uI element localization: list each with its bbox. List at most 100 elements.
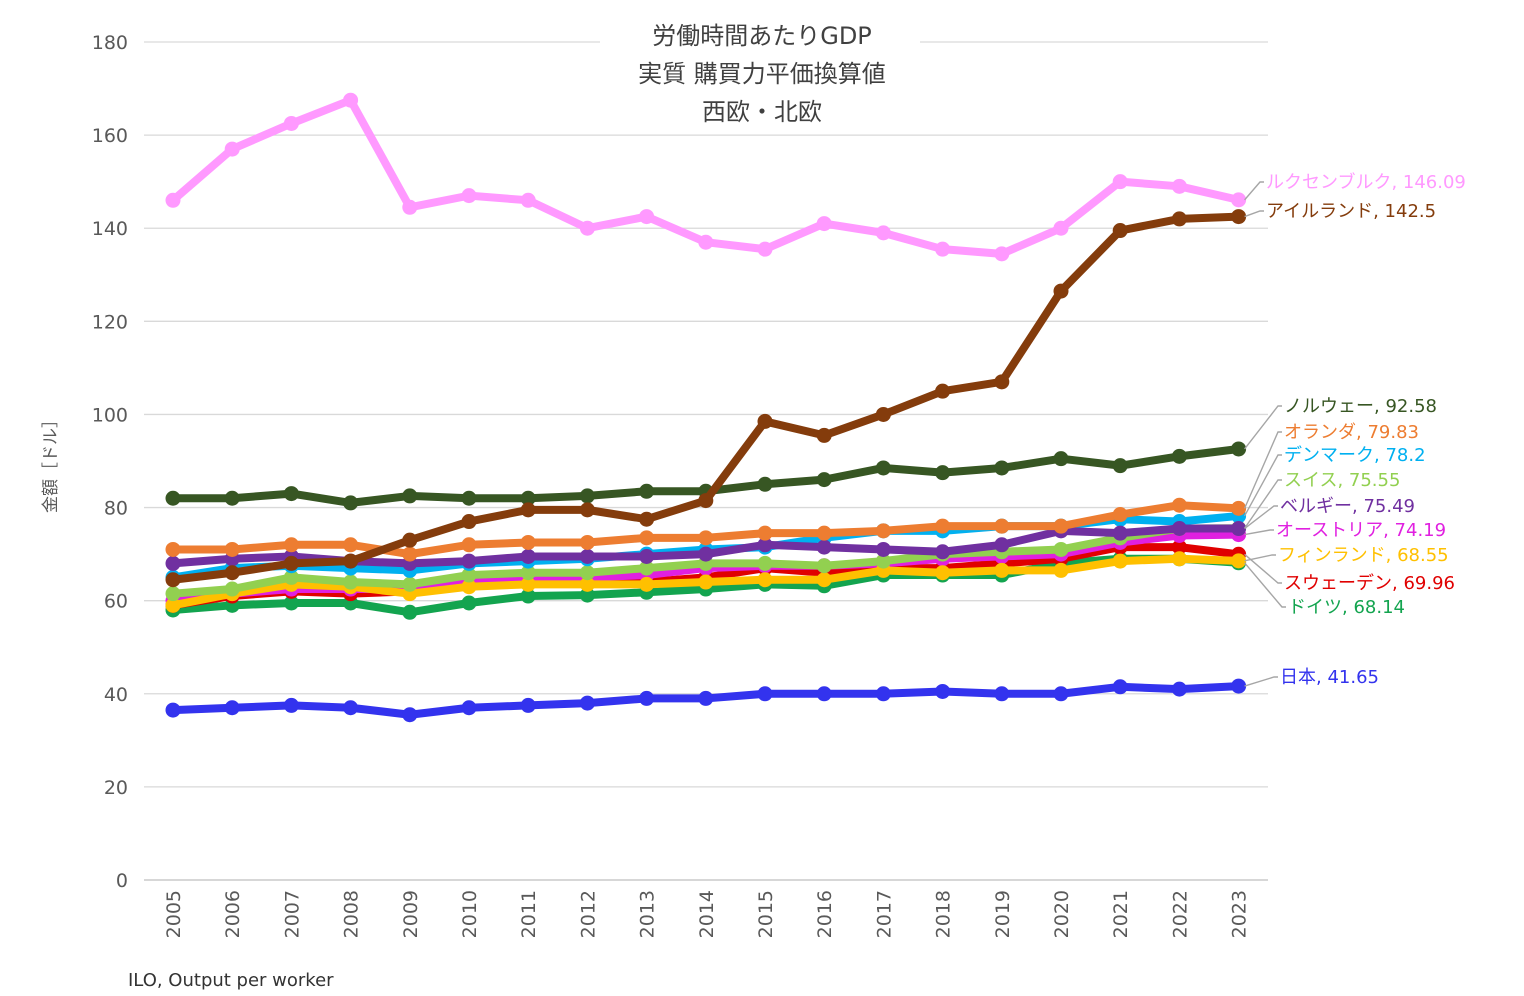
data-point [579,548,595,564]
data-point [224,581,240,597]
data-point [816,427,832,443]
data-point [1231,500,1247,516]
end-label-スイス: スイス, 75.55 [1284,470,1400,491]
leader-line [1244,676,1278,687]
data-point [283,555,299,571]
data-point [875,225,891,241]
end-label-デンマーク: デンマーク, 78.2 [1284,445,1426,466]
y-tick-label: 0 [116,870,128,892]
data-point [875,460,891,476]
data-point [1112,679,1128,695]
data-point [461,490,477,506]
series-ルクセンブルク [165,92,1247,262]
data-point [639,560,655,576]
chart-title-line-3: 西欧・北欧 [702,98,822,126]
data-point [1171,211,1187,227]
data-point [639,511,655,527]
data-point [1171,497,1187,513]
data-point [224,141,240,157]
leader-line [1244,562,1286,608]
data-point [461,537,477,553]
data-point [402,707,418,723]
data-point [1053,283,1069,299]
data-point [935,465,951,481]
data-point [224,490,240,506]
chart-title-line-1: 労働時間あたりGDP [652,22,872,50]
data-point [579,220,595,236]
data-point [757,413,773,429]
data-point [579,488,595,504]
data-point [283,595,299,611]
data-point [757,525,773,541]
data-point [283,569,299,585]
x-tick-label: 2022 [1169,890,1191,938]
data-point [639,530,655,546]
data-point [461,567,477,583]
leader-line [1243,431,1282,509]
data-point [520,502,536,518]
data-point [935,383,951,399]
data-point [1053,451,1069,467]
leader-line [1244,529,1274,536]
leader-line [1244,405,1282,450]
data-point [520,697,536,713]
data-point [461,553,477,569]
data-point [698,546,714,562]
data-point [165,586,181,602]
data-point [1171,521,1187,537]
data-point [935,565,951,581]
data-point [639,483,655,499]
series-ノルウェー [165,441,1247,511]
data-point [1112,458,1128,474]
data-point [816,525,832,541]
data-point [994,537,1010,553]
data-point [816,686,832,702]
end-label-フィンランド: フィンランド, 68.55 [1278,545,1449,566]
data-point [698,690,714,706]
data-point [1231,553,1247,569]
data-point [1112,553,1128,569]
data-point [520,490,536,506]
data-point [343,574,359,590]
data-point [343,537,359,553]
data-point [283,537,299,553]
data-point [698,574,714,590]
data-point [283,115,299,131]
data-point [1112,525,1128,541]
data-point [994,686,1010,702]
series-アイルランド [165,209,1247,588]
data-point [283,697,299,713]
data-point [461,700,477,716]
data-point [935,241,951,257]
data-point [579,576,595,592]
data-point [520,192,536,208]
data-point [1112,174,1128,190]
data-point [343,495,359,511]
y-tick-label: 60 [104,591,128,613]
data-point [1231,209,1247,225]
x-tick-label: 2017 [873,890,895,938]
end-label-オーストリア: オーストリア, 74.19 [1276,520,1446,541]
data-point [1231,521,1247,537]
leader-line [1244,479,1282,529]
y-tick-label: 100 [92,404,128,426]
data-point [1171,539,1187,555]
end-label-ノルウェー: ノルウェー, 92.58 [1284,396,1437,417]
data-point [875,523,891,539]
data-point [757,555,773,571]
data-point [994,562,1010,578]
leader-line [1244,505,1278,530]
data-point [165,597,181,613]
y-tick-label: 40 [104,684,128,706]
end-label-アイルランド: アイルランド, 142.5 [1266,201,1436,222]
x-tick-label: 2009 [400,890,422,938]
leader-line [1243,454,1282,517]
data-point [757,572,773,588]
data-point [402,199,418,215]
data-point [757,476,773,492]
data-point [639,690,655,706]
x-axis-ticks: 2005 2006 2007 2008 2009 2010 2011 2012 2013 2014… [163,890,1251,938]
data-point [402,532,418,548]
data-point [816,572,832,588]
data-point [994,460,1010,476]
